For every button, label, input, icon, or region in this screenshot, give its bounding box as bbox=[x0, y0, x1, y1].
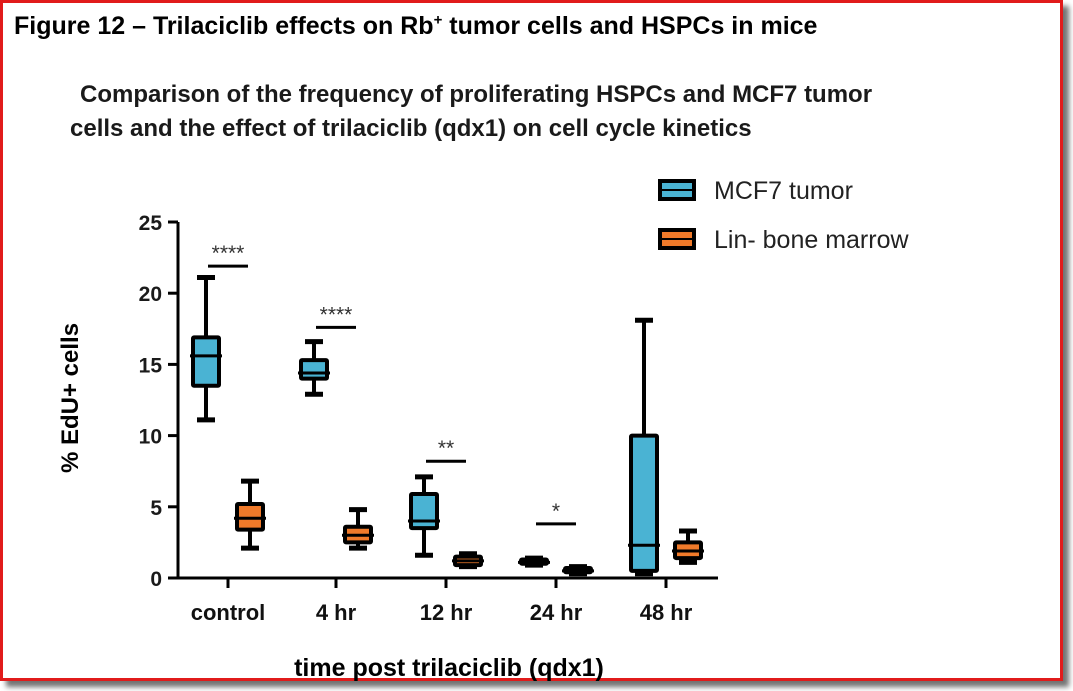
box-mcf7-tumor-control bbox=[190, 275, 222, 423]
significance-label: * bbox=[552, 500, 560, 523]
chart-title-line-2: cells and the effect of trilaciclib (qdx… bbox=[70, 115, 752, 142]
x-tick-label: 12 hr bbox=[420, 600, 473, 625]
y-tick-label: 5 bbox=[150, 497, 162, 520]
axes: 0 5 10 15 20 25 control 4 hr 12 hr 24 hr 48 hr bbox=[139, 212, 718, 625]
box-mcf7-tumor-48hr bbox=[628, 317, 660, 577]
x-tick-label: 48 hr bbox=[640, 600, 693, 625]
box-lin-bone-marrow-control bbox=[234, 478, 266, 551]
legend-label: Lin- bone marrow bbox=[714, 226, 909, 254]
y-tick-label: 0 bbox=[150, 568, 162, 591]
significance-label: ** bbox=[438, 437, 454, 460]
box-iqr bbox=[191, 335, 221, 388]
significance-label: **** bbox=[320, 303, 353, 326]
significance-label: **** bbox=[212, 242, 245, 265]
box-lin-bone-marrow-12hr bbox=[452, 551, 484, 570]
figure-title: Figure 12 – Trilaciclib effects on Rb+ t… bbox=[14, 11, 818, 40]
x-tick-label: control bbox=[191, 600, 266, 625]
box-iqr bbox=[409, 491, 439, 531]
chart-title-line-1: Comparison of the frequency of prolifera… bbox=[80, 81, 873, 108]
legend-item-mcf7-tumor: MCF7 tumor bbox=[658, 177, 853, 205]
box-iqr bbox=[299, 358, 329, 381]
box-mcf7-tumor-4hr bbox=[298, 339, 330, 397]
significance-markers: *********** bbox=[208, 242, 576, 526]
box-mcf7-tumor-12hr bbox=[408, 474, 440, 558]
legend: MCF7 tumor Lin- bone marrow bbox=[658, 177, 909, 254]
legend-item-lin-bone-marrow: Lin- bone marrow bbox=[658, 226, 909, 254]
box-lin-bone-marrow-4hr bbox=[342, 507, 374, 551]
box-iqr bbox=[629, 433, 659, 573]
chart-title: Comparison of the frequency of prolifera… bbox=[70, 78, 1060, 146]
y-tick-label: 15 bbox=[139, 354, 163, 377]
boxes bbox=[190, 275, 704, 577]
x-axis-label: time post trilaciclib (qdx1) bbox=[294, 654, 604, 682]
y-tick-label: 20 bbox=[139, 283, 162, 306]
y-tick-label: 10 bbox=[139, 426, 162, 449]
y-axis-label: % EdU+ cells bbox=[57, 323, 84, 473]
legend-label: MCF7 tumor bbox=[714, 177, 853, 205]
y-tick-label: 25 bbox=[139, 212, 163, 235]
box-lin-bone-marrow-24hr bbox=[562, 564, 594, 577]
box-mcf7-tumor-24hr bbox=[518, 555, 550, 568]
x-tick-label: 4 hr bbox=[316, 600, 357, 625]
box-lin-bone-marrow-48hr bbox=[672, 528, 704, 565]
x-tick-label: 24 hr bbox=[530, 600, 583, 625]
